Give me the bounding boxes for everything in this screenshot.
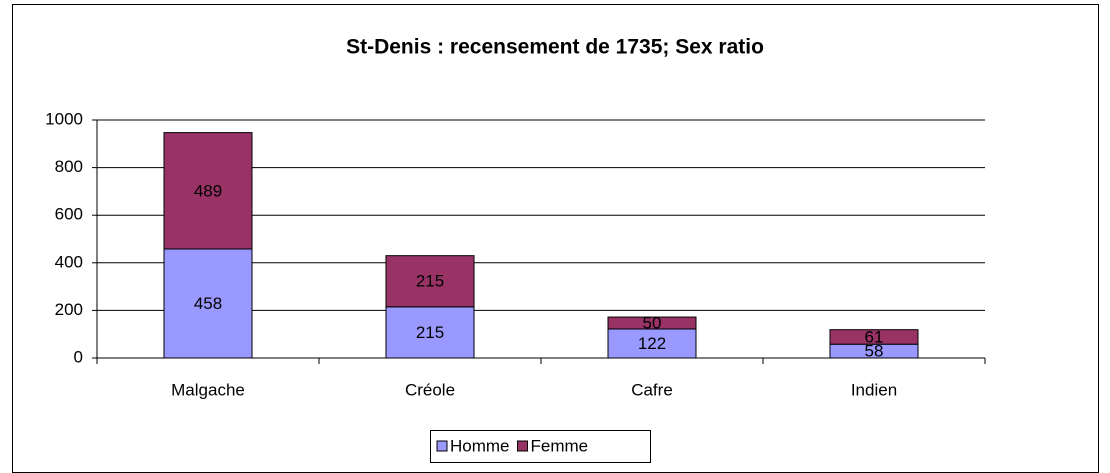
data-label: 61 [865, 327, 884, 346]
legend-swatch [436, 440, 448, 452]
legend-label: Femme [531, 436, 589, 455]
bar-segment [829, 329, 919, 345]
bar-segment [163, 132, 253, 250]
legend-swatch [517, 440, 529, 452]
data-label: 489 [194, 181, 222, 200]
bar-segment [385, 306, 475, 359]
data-label: 215 [416, 323, 444, 342]
bar-segment [385, 255, 475, 308]
y-tick-label: 600 [55, 205, 83, 224]
y-tick-label: 1000 [45, 109, 83, 128]
y-tick-label: 400 [55, 252, 83, 271]
x-tick-label: Créole [405, 380, 455, 399]
y-tick-label: 800 [55, 157, 83, 176]
x-tick-label: Malgache [171, 380, 245, 399]
chart-title: St-Denis : recensement de 1735; Sex rati… [346, 36, 764, 59]
data-label: 58 [865, 342, 884, 361]
y-tick-label: 200 [55, 300, 83, 319]
data-label: 50 [643, 313, 662, 332]
bar-segment [607, 316, 697, 330]
legend-label: Homme [450, 436, 510, 455]
y-tick-label: 0 [74, 347, 83, 366]
bar-segment [163, 248, 253, 359]
data-label: 215 [416, 272, 444, 291]
data-label: 122 [638, 334, 666, 353]
x-tick-label: Indien [851, 380, 897, 399]
data-label: 458 [194, 294, 222, 313]
legend-box [430, 430, 651, 463]
x-tick-label: Cafre [631, 380, 673, 399]
